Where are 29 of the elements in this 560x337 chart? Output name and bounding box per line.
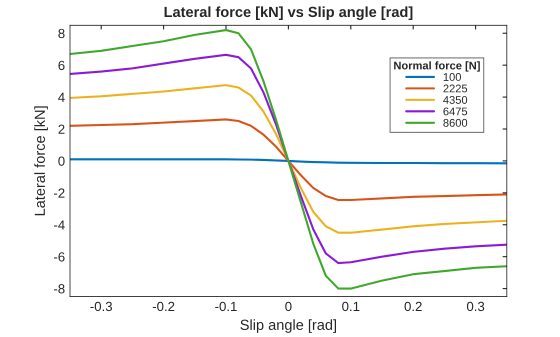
line-series [70,118,507,202]
x-tick-label: 0.2 [404,302,422,312]
legend-label: 2225 [443,84,468,92]
y-axis-title: Lateral force [kN] [34,106,48,216]
y-tick-label: 2 [58,124,64,134]
line-series [70,29,507,290]
x-axis-title: Slip angle [rad] [240,319,336,333]
x-tick-label: 0.3 [466,302,484,312]
line-series [70,54,507,264]
y-tick-label: 4 [58,92,65,102]
y-tick-label: 0 [58,156,65,166]
y-tick-label: 6 [58,60,65,70]
x-tick-label: 0 [285,302,292,312]
legend-title: Normal force [N] [394,61,480,72]
y-tick-label: -2 [54,188,64,198]
legend-label: 4350 [443,96,468,104]
y-tick-label: -6 [54,252,65,262]
legend-label: 8600 [443,118,468,127]
y-tick-label: -4 [54,220,65,230]
x-tick-label: -0.3 [90,302,112,312]
x-tick-label: -0.1 [215,302,237,312]
line-series [70,84,507,234]
legend-label: 6475 [443,107,468,116]
y-tick-label: -8 [54,284,65,294]
legend-label: 100 [444,73,461,81]
x-tick-label: 0.1 [342,302,360,312]
chart-title: Lateral force [kN] vs Slip angle [rad] [164,6,412,20]
y-tick-label: 8 [58,28,65,38]
x-tick-label: -0.2 [152,302,174,312]
